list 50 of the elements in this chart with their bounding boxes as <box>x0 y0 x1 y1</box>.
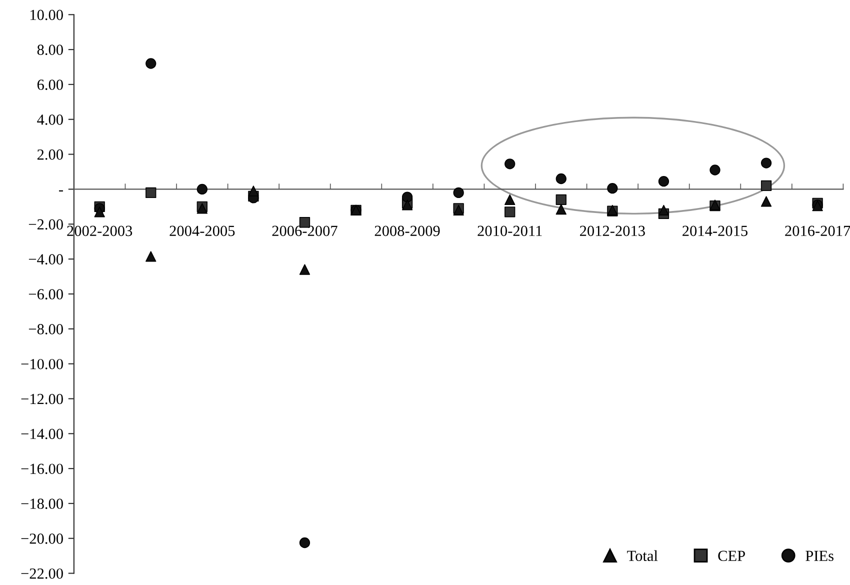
point <box>607 183 618 194</box>
x-tick-label: 2010-2011 <box>478 226 542 236</box>
x-tick-label: 2006-2007 <box>272 226 338 236</box>
x-tick-label: 2004-2005 <box>170 226 235 236</box>
y-tick-label: −6.00 <box>28 289 63 300</box>
point <box>556 194 566 206</box>
point <box>402 192 413 202</box>
y-tick-label: - <box>59 190 63 192</box>
y-tick-label: 10.00 <box>30 10 63 20</box>
x-tick-label: 2012-2013 <box>580 226 645 236</box>
point <box>658 204 670 216</box>
y-tick-label: 4.00 <box>37 114 63 125</box>
point <box>710 164 720 176</box>
point <box>299 264 310 275</box>
point <box>556 173 566 184</box>
point <box>146 58 156 69</box>
point <box>760 158 772 168</box>
point <box>760 180 772 192</box>
point <box>299 537 310 548</box>
x-tick-label: 2016-2017 <box>785 226 850 236</box>
point <box>504 206 516 218</box>
point <box>146 251 156 262</box>
point <box>196 184 208 195</box>
y-tick-label: −18.00 <box>21 498 63 509</box>
y-tick-label: −20.00 <box>21 534 63 544</box>
point <box>504 194 516 206</box>
y-tick-label: −14.00 <box>21 428 63 440</box>
point <box>248 186 259 196</box>
legend-label: Total <box>627 550 658 562</box>
point <box>658 176 670 187</box>
legend-label: CEP <box>718 550 745 562</box>
y-tick-label: −22.00 <box>21 568 63 579</box>
y-tick-label: −16.00 <box>21 464 63 474</box>
y-tick-label: 2.00 <box>37 149 63 160</box>
y-tick-label: 8.00 <box>37 44 63 56</box>
y-tick-label: 6.00 <box>37 80 63 90</box>
point <box>453 187 464 198</box>
y-tick-label: −10.00 <box>21 358 63 370</box>
y-tick-label: −8.00 <box>28 324 63 334</box>
y-tick-label: −12.00 <box>21 394 63 404</box>
x-tick-label: 2008-2009 <box>374 226 440 236</box>
y-tick-label: −4.00 <box>28 254 63 265</box>
point <box>556 204 566 215</box>
point <box>504 158 516 170</box>
legend-label: PIEs <box>806 550 834 562</box>
point <box>760 196 772 207</box>
x-tick-label: 2014-2015 <box>682 226 748 236</box>
point <box>94 206 105 218</box>
point <box>146 187 156 198</box>
y-tick-label: −2.00 <box>28 219 63 230</box>
